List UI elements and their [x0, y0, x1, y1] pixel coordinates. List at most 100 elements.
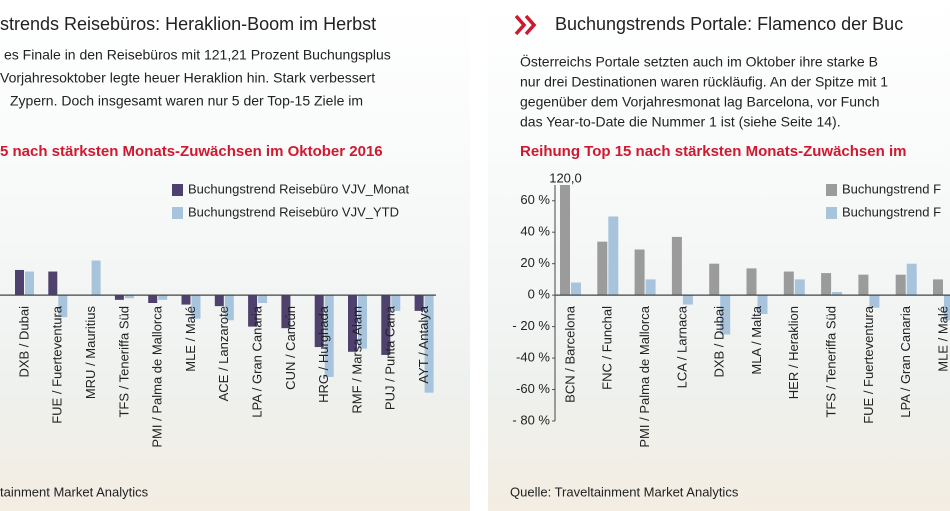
x-tick-label: FUE / Fuerteventura [50, 305, 65, 424]
bar [858, 274, 869, 296]
x-tick-label: MLA / Malta [749, 305, 764, 374]
legend-label: Buchungstrend Reisebüro VJV_Monat [188, 181, 410, 196]
chart-title: Buchungstrends Portale: Flamenco der Buc [555, 14, 903, 34]
source: Quelle: Traveltainment Market Analytics [510, 484, 739, 499]
bar [381, 295, 391, 355]
bar [158, 295, 168, 300]
bar [348, 295, 357, 352]
y-tick-label: -40 % [516, 350, 550, 365]
bar [746, 268, 757, 296]
bar [314, 295, 324, 348]
chart-subtitle: Reihung Top 15 nach stärksten Monats-Zuw… [520, 143, 906, 160]
bar [783, 271, 794, 296]
bar [794, 279, 805, 296]
x-tick-label: PMI / Palma de Mallorca [637, 305, 652, 447]
body-text: Zypern. Doch insgesamt waren nur 5 der T… [10, 93, 363, 109]
x-tick-label: DXB / Dubai [16, 306, 31, 378]
bar [682, 295, 693, 305]
bar [258, 295, 268, 303]
x-tick-label: LPA / Gran Canaria [250, 305, 265, 418]
x-tick-label: PUJ / Punta Cana [383, 305, 398, 410]
bar [634, 249, 645, 296]
bar [391, 295, 401, 311]
x-tick-label: TFS / Teneriffa Süd [824, 306, 839, 418]
bar [191, 295, 201, 319]
bar [281, 295, 291, 329]
y-tick-label: - 80 % [512, 412, 550, 427]
bar [214, 295, 224, 307]
bar [869, 295, 880, 308]
legend-swatch [826, 207, 837, 219]
bar [91, 260, 101, 296]
plot [15, 260, 434, 393]
body-text: Österreichs Portale setzten auch im Okto… [520, 53, 878, 70]
x-tick-label: MLE / Malé [935, 306, 950, 372]
bar [248, 295, 258, 327]
chart-title: strends Reisebüros: Heraklion-Boom im He… [0, 14, 376, 34]
bar [114, 295, 124, 300]
bar [933, 279, 943, 296]
chart-subtitle: 5 nach stärksten Monats-Zuwächsen im Okt… [0, 143, 383, 160]
bar [906, 263, 917, 296]
x-tick-label: ACE / Lanzarote [216, 306, 231, 401]
x-tick-label: PMI / Palma de Mallorca [150, 305, 165, 447]
bar [645, 279, 656, 296]
body-text: es Finale in den Reisebüros mit 121,21 P… [4, 47, 391, 63]
x-tick-label: DXB / Dubai [712, 306, 727, 378]
body-text: gegenüber dem Vorjahresmonat lag Barcelo… [520, 94, 880, 110]
x-tick-label: TFS / Teneriffa Süd [116, 306, 131, 418]
bar [58, 295, 68, 318]
y-tick-label: - 20 % [512, 318, 550, 333]
bar [571, 282, 581, 296]
legend-swatch [172, 184, 183, 196]
bar [124, 295, 134, 299]
bar [224, 295, 234, 321]
source: tainment Market Analytics [0, 484, 149, 499]
bar [324, 295, 334, 377]
bar [757, 295, 768, 315]
x-tick-label: BCN / Barcelona [562, 305, 577, 403]
bar [821, 273, 832, 296]
title-icon [514, 14, 537, 36]
gutter [470, 0, 488, 511]
body-text: das Year-to-Date die Nummer 1 ist (siehe… [520, 114, 841, 130]
bar [414, 295, 424, 311]
bar [48, 271, 58, 296]
x-tick-label: RMF / Marsa Alam [349, 306, 364, 414]
y-tick-label: 0 % [528, 287, 551, 302]
bar [25, 271, 34, 296]
body-text: Vorjahresoktober legte heuer Heraklion h… [0, 70, 375, 86]
bar [424, 295, 434, 393]
y-tick-label: 20 % [520, 255, 550, 270]
bar [597, 241, 608, 296]
bar [709, 263, 720, 296]
legend-label: Buchungstrend Reisebüro VJV_YTD [188, 204, 399, 219]
bar [720, 295, 731, 335]
bar [671, 236, 682, 296]
data-label: 120,0 [549, 170, 582, 185]
bar [895, 274, 906, 296]
y-tick-label: 60 % [520, 192, 550, 207]
bar [832, 291, 843, 296]
bar [15, 269, 24, 296]
plot [560, 185, 950, 335]
x-tick-label: HRG / Hurghada [316, 305, 331, 403]
x-tick-label: MLE / Malé [183, 306, 198, 372]
bar [148, 295, 158, 303]
legend-swatch [826, 184, 837, 196]
y-tick-label: 40 % [520, 224, 550, 239]
bar [608, 216, 619, 296]
x-tick-label: CUN / Cancún [283, 306, 298, 390]
bar [181, 295, 191, 305]
legend-label: Buchungstrend F [842, 181, 941, 196]
x-tick-label: MRU / Mauritius [83, 306, 98, 400]
x-tick-label: FNC / Funchal [600, 306, 615, 390]
x-tick-label: FUE / Fuerteventura [861, 305, 876, 424]
x-tick-label: AYT / Antalya [416, 305, 431, 383]
bar [560, 185, 570, 296]
legend-label: Buchungstrend F [842, 204, 941, 219]
bar [944, 295, 950, 321]
body-text: nur drei Destinationen waren rückläufig.… [520, 74, 888, 90]
x-tick-label: HER / Heraklion [786, 306, 801, 399]
